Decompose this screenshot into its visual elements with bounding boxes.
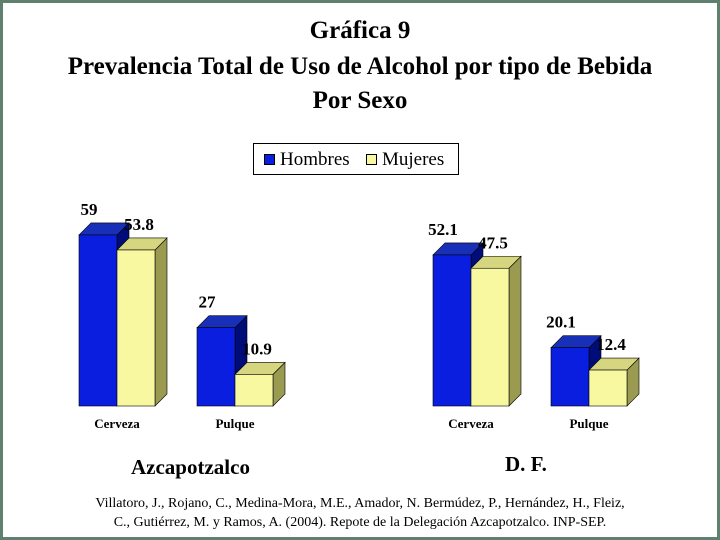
data-label-mujeres-pulque-1: 12.4 [596,335,626,354]
data-label-hombres-pulque-0: 27 [199,293,217,312]
source-citation-line-1: Villatoro, J., Rojano, C., Medina-Mora, … [95,496,625,511]
category-label-pulque-0: Pulque [215,416,254,431]
chart-legend: Hombres Mujeres [253,143,459,175]
chart-title-line-1: Gráfica 9 [309,17,411,44]
category-label-cerveza-1: Cerveza [448,416,494,431]
group-label-df: D. F. [505,452,547,476]
chart-title-line-3: Por Sexo [312,87,408,114]
legend-swatch-mujeres [366,154,377,165]
data-label-mujeres-pulque-0: 10.9 [242,339,272,358]
bar-mujeres-cerveza-0 [116,249,156,407]
legend-label-mujeres: Mujeres [382,149,445,170]
bar-mujeres-cerveza-1 [470,267,510,407]
group-label-azcapotzalco: Azcapotzalco [131,455,250,479]
data-label-mujeres-cerveza-0: 53.8 [124,215,154,234]
legend-swatch-hombres [264,154,275,165]
data-label-hombres-cerveza-1: 52.1 [428,220,458,239]
category-label-pulque-1: Pulque [569,416,608,431]
bar-side-mujeres-cerveza-0 [154,237,168,407]
bar-hombres-cerveza-1 [432,254,472,407]
bar-hombres-pulque-1 [550,347,590,407]
bar-mujeres-pulque-0 [234,374,274,407]
chart-title-line-2: Prevalencia Total de Uso de Alcohol por … [67,53,653,80]
chart-frame: Gráfica 9 Prevalencia Total de Uso de Al… [3,3,717,537]
data-label-hombres-cerveza-0: 59 [81,200,98,219]
bar-mujeres-pulque-1 [588,369,628,407]
data-label-hombres-pulque-1: 20.1 [546,313,576,332]
bar-side-mujeres-cerveza-1 [508,255,522,407]
bar-chart-plot: 59 53.8 Cerveza 27 10.9 Pulque 52.1 47.5 Cerveza… [78,200,640,431]
bar-hombres-cerveza-0 [78,234,118,407]
bar-hombres-pulque-0 [196,327,236,407]
legend-label-hombres: Hombres [280,149,350,170]
category-label-cerveza-0: Cerveza [94,416,140,431]
data-label-mujeres-cerveza-1: 47.5 [478,233,508,252]
source-citation-line-2: C., Gutiérrez, M. y Ramos, A. (2004). Re… [113,515,607,530]
